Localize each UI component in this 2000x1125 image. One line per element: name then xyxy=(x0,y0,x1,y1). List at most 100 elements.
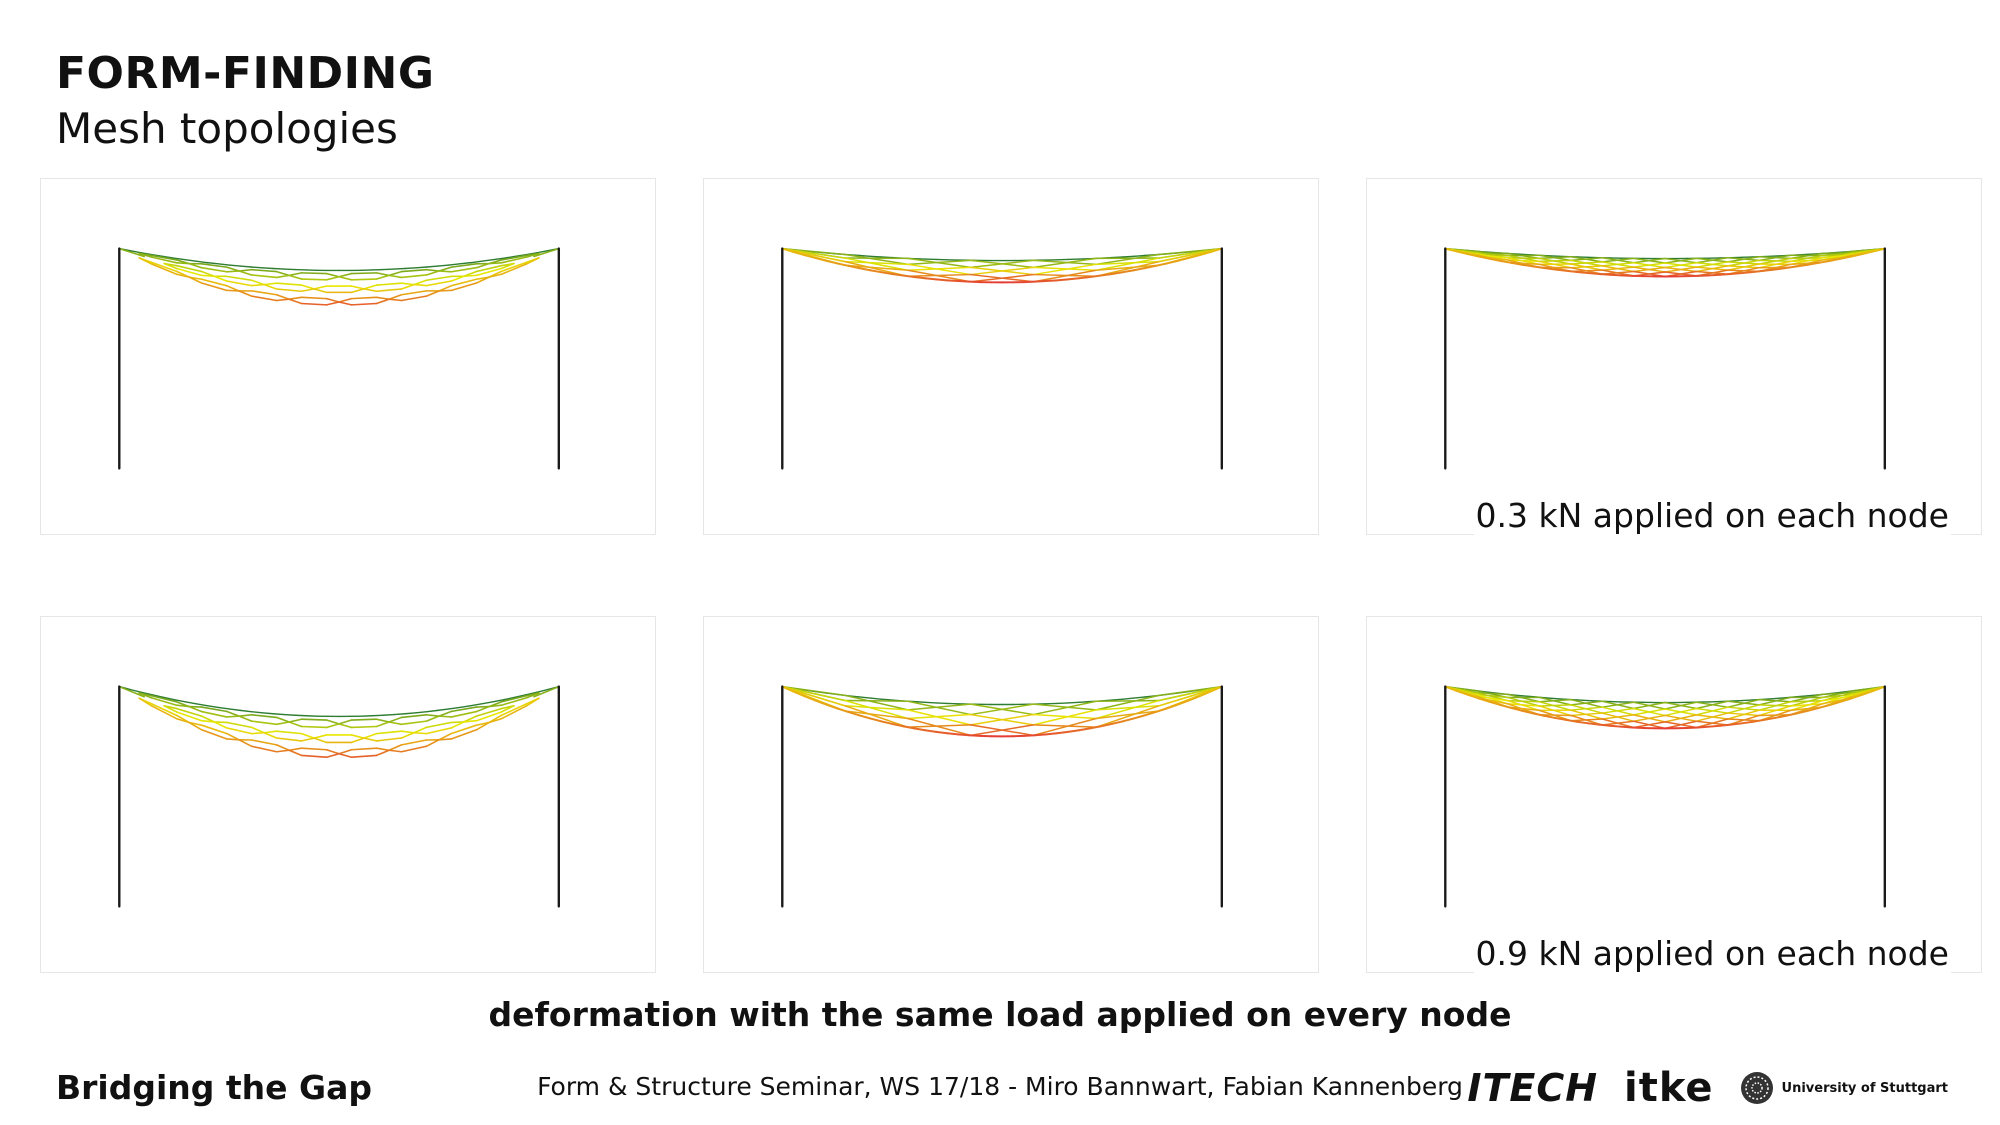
mesh-edge xyxy=(188,721,203,731)
top-cable-segment xyxy=(1587,699,1600,702)
top-cable-segment xyxy=(129,249,142,254)
mesh-edge xyxy=(1095,257,1160,272)
bottom-cable-segment xyxy=(1056,730,1069,735)
bottom-cable-segment xyxy=(1806,706,1820,712)
mesh-edge xyxy=(200,728,228,740)
bottom-cable-segment xyxy=(1444,685,1458,692)
bottom-cable-segment xyxy=(1861,689,1875,696)
bottom-cable-segment xyxy=(858,267,872,272)
mesh-edge xyxy=(1695,261,1729,268)
mesh-edge xyxy=(275,282,303,286)
mesh-edge xyxy=(1601,266,1635,271)
bottom-cable-segment xyxy=(1817,259,1831,264)
mesh-edge xyxy=(413,731,428,735)
bottom-cable-segment xyxy=(1132,267,1146,272)
mesh-edge xyxy=(250,274,278,279)
mesh-edge xyxy=(350,285,365,290)
bottom-cable-segment xyxy=(1741,720,1754,725)
top-cable-segment xyxy=(481,701,494,705)
mesh-edge xyxy=(969,713,1035,726)
top-cable-segment xyxy=(869,697,882,700)
mesh-edge xyxy=(425,280,453,287)
mesh-edge xyxy=(400,268,428,273)
bottom-cable-segment xyxy=(1198,690,1212,698)
bottom-cable-segment xyxy=(1872,247,1886,253)
mesh-edge xyxy=(275,744,290,752)
mesh-edge xyxy=(288,296,303,301)
mesh-edge xyxy=(400,274,428,279)
top-cable-segment xyxy=(1763,697,1776,701)
mesh-edge xyxy=(1789,693,1823,703)
mesh-edge xyxy=(1695,712,1729,722)
top-cable-segment xyxy=(448,263,461,266)
mesh-edge xyxy=(438,738,453,741)
bottom-cable-segment xyxy=(1154,707,1168,713)
mesh-edge xyxy=(300,272,328,275)
mesh-edge xyxy=(250,739,278,746)
bottom-cable-segment xyxy=(946,732,960,736)
mesh-edge xyxy=(1032,700,1097,716)
top-cable-segment xyxy=(162,696,175,701)
mesh-edge xyxy=(1601,707,1635,714)
mesh-edge xyxy=(375,721,390,728)
top-cable-segment xyxy=(1078,700,1091,704)
mesh-edge xyxy=(1475,691,1509,696)
mesh-edge xyxy=(400,290,428,296)
mesh-edge xyxy=(350,737,365,744)
mesh-edge xyxy=(338,752,353,759)
mesh-edge xyxy=(200,274,215,278)
bottom-cable-segment xyxy=(1033,280,1047,283)
mesh-edge xyxy=(163,262,178,270)
mesh-edge xyxy=(1507,699,1541,703)
mesh-edge xyxy=(1632,262,1666,268)
top-cable-segment xyxy=(470,260,483,264)
mesh-edge xyxy=(1475,695,1509,702)
mesh-edge xyxy=(325,275,340,281)
mesh-edge xyxy=(1758,696,1792,706)
top-cable-segment xyxy=(459,261,472,265)
mesh-edge xyxy=(375,718,390,723)
mesh-edge xyxy=(118,685,145,698)
top-cable-segment xyxy=(525,252,538,256)
mesh-edge xyxy=(118,247,145,258)
mesh-edge xyxy=(400,295,428,302)
bottom-cable-segment xyxy=(1784,712,1798,717)
mesh-edge xyxy=(425,739,440,748)
bottom-cable-segment xyxy=(1455,250,1469,255)
mesh-edge xyxy=(413,283,428,287)
mesh-panel-r2-c2 xyxy=(703,616,1319,973)
mesh-edge xyxy=(844,699,909,720)
bottom-cable-segment xyxy=(1532,712,1546,717)
mesh-edge xyxy=(1032,257,1097,269)
bottom-cable-segment xyxy=(1078,276,1091,280)
mesh-edge xyxy=(350,272,378,275)
top-cable-segment xyxy=(1111,256,1124,259)
bottom-cable-segment xyxy=(781,247,795,253)
mesh-edge xyxy=(338,272,353,278)
bottom-cable-segment xyxy=(1088,725,1102,730)
mesh-edge xyxy=(188,705,203,713)
logo-bar: ITECH itke University of Stuttgart xyxy=(1467,1065,1948,1111)
top-cable-segment xyxy=(858,254,871,257)
bottom-cable-segment xyxy=(1488,700,1502,706)
mesh-edge xyxy=(1632,266,1666,273)
credits-line: Form & Structure Seminar, WS 17/18 - Mir… xyxy=(0,1072,2000,1101)
mesh-edge xyxy=(400,720,428,726)
bottom-cable-segment xyxy=(1209,685,1223,693)
mesh-edge xyxy=(1538,698,1572,703)
bottom-cable-segment xyxy=(1795,709,1809,715)
bottom-cable-segment xyxy=(1466,252,1480,258)
top-cable-segment xyxy=(272,713,285,716)
mesh-edge xyxy=(325,723,340,729)
mesh-edge xyxy=(1570,261,1604,265)
top-cable-segment xyxy=(1122,255,1135,258)
top-cable-segment xyxy=(382,713,395,716)
bottom-cable-segment xyxy=(1598,272,1612,276)
mesh-edge xyxy=(363,288,378,293)
bottom-cable-segment xyxy=(1121,717,1135,723)
mesh-edge xyxy=(150,263,178,276)
top-cable-segment xyxy=(415,710,428,714)
bottom-cable-segment xyxy=(1466,693,1480,700)
top-cable-segment xyxy=(228,264,241,267)
mesh-edge xyxy=(388,293,403,301)
